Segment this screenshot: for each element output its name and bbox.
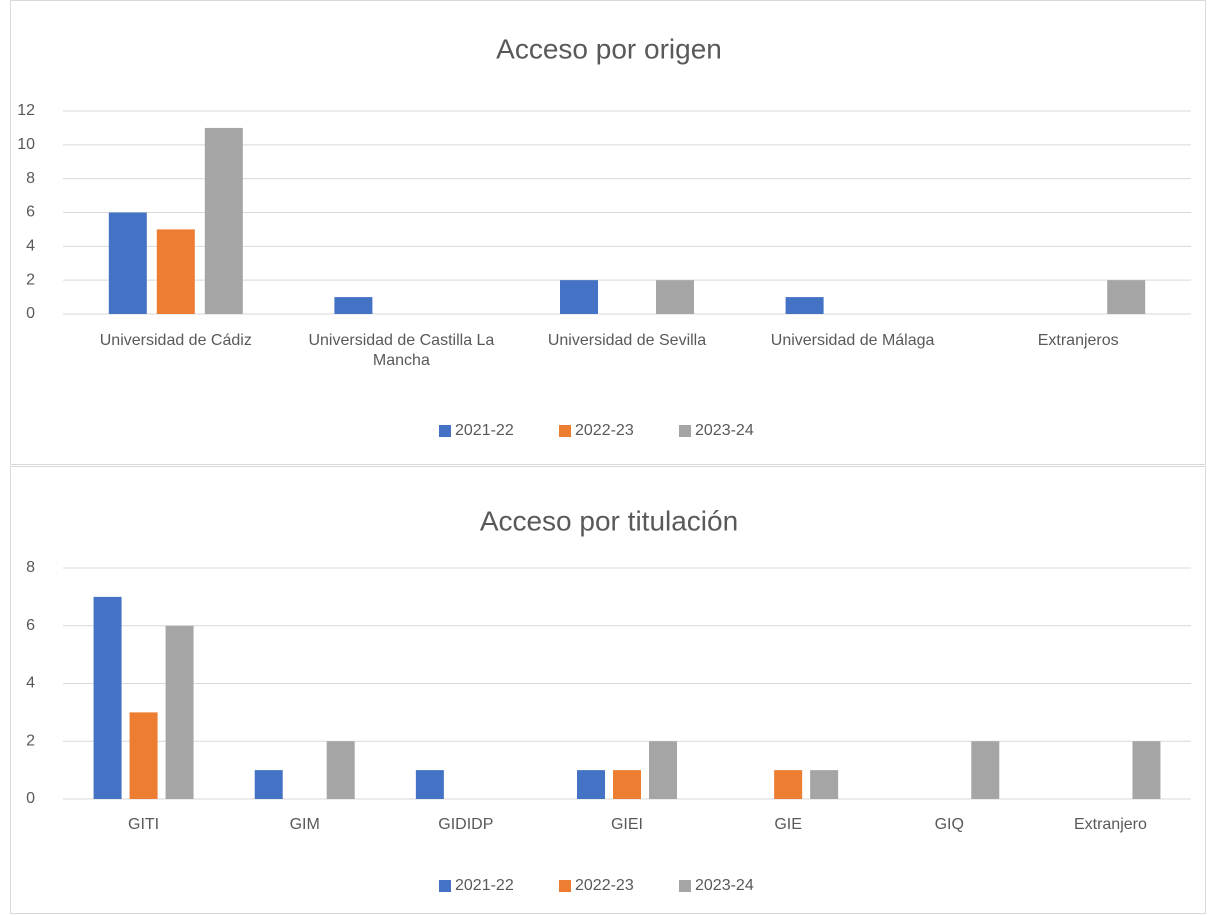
bar [649, 741, 677, 799]
legend-swatch [559, 880, 571, 892]
legend-item: 2023-24 [679, 422, 754, 439]
legend-item: 2023-24 [679, 877, 754, 894]
legend-label: 2021-22 [455, 877, 514, 894]
y-tick-label: 8 [26, 559, 35, 576]
legend-label: 2023-24 [695, 422, 754, 439]
legend-label: 2022-23 [575, 422, 634, 439]
x-tick-label: GIDIDP [438, 816, 494, 833]
legend-item: 2022-23 [559, 877, 634, 894]
y-tick-label: 0 [26, 305, 35, 322]
y-tick-label: 6 [26, 204, 35, 221]
bar [560, 280, 598, 314]
y-tick-label: 10 [17, 136, 35, 153]
legend-item: 2021-22 [439, 877, 514, 894]
bar [1107, 280, 1146, 314]
x-tick-label: Extranjeros [1037, 332, 1119, 349]
bar [93, 596, 122, 799]
bar [254, 770, 283, 799]
bar [204, 127, 243, 315]
x-tick-label: Universidad de Málaga [770, 332, 935, 349]
x-tick-label: GIM [289, 816, 320, 833]
chart-title: Acceso por titulación [480, 505, 738, 536]
y-tick-label: 4 [26, 238, 35, 255]
legend-swatch [679, 880, 691, 892]
x-tick-label: GITI [128, 816, 160, 833]
bar [415, 770, 444, 799]
legend-item: 2022-23 [559, 422, 634, 439]
bar [785, 297, 824, 314]
y-tick-label: 4 [26, 675, 35, 692]
legend-label: 2021-22 [455, 422, 514, 439]
bar [774, 770, 803, 799]
bar [971, 741, 1000, 799]
chart-panel: Acceso por origen 0 2 4 6 8 10 12 2021-22 2022-23… [10, 0, 1206, 465]
bar [326, 741, 355, 799]
bar [1132, 741, 1161, 799]
bar [334, 297, 373, 314]
x-tick-label: Universidad de Cádiz [99, 332, 252, 349]
x-tick-label: GIEI [610, 816, 643, 833]
legend-swatch [559, 425, 571, 437]
legend-item: 2021-22 [439, 422, 514, 439]
x-tick-label: Extranjero [1073, 816, 1147, 833]
chart: Acceso por titulación 0 2 4 6 8 2021-22 2022-23… [26, 505, 1191, 894]
chart-panel: Acceso por titulación 0 2 4 6 8 2021-22 2022-23… [10, 466, 1206, 914]
legend-label: 2023-24 [695, 877, 754, 894]
y-tick-label: 2 [26, 732, 35, 749]
legend-label: 2022-23 [575, 877, 634, 894]
x-tick-label: GIE [774, 816, 802, 833]
chart: Acceso por origen 0 2 4 6 8 10 12 2021-22 2022-23… [17, 33, 1191, 439]
legend-swatch [439, 425, 451, 437]
bar [129, 712, 158, 799]
y-tick-label: 8 [26, 170, 35, 187]
x-tick-label: Universidad de Sevilla [547, 332, 707, 349]
bar [577, 770, 605, 799]
bar [156, 229, 195, 314]
bar [810, 770, 839, 799]
x-tick-label: Universidad de Castilla La Mancha [308, 332, 495, 369]
chart-title: Acceso por origen [496, 33, 722, 64]
y-tick-label: 12 [17, 102, 35, 119]
bar [613, 770, 641, 799]
bar [165, 625, 194, 799]
y-tick-label: 0 [26, 790, 35, 807]
y-tick-label: 6 [26, 617, 35, 634]
bar [656, 280, 694, 314]
legend-swatch [439, 880, 451, 892]
y-tick-label: 2 [26, 271, 35, 288]
legend-swatch [679, 425, 691, 437]
bar [108, 212, 147, 314]
x-tick-label: GIQ [934, 816, 964, 833]
